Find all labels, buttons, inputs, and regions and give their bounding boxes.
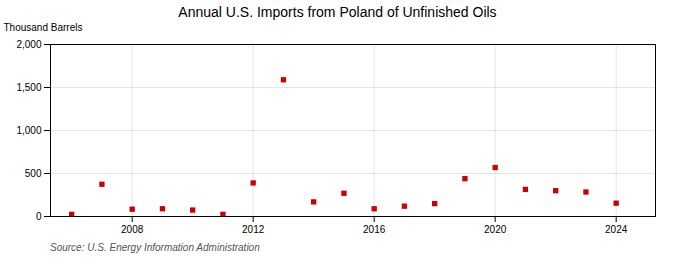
svg-text:1,000: 1,000: [16, 125, 41, 136]
svg-text:2016: 2016: [363, 224, 386, 235]
svg-text:0: 0: [36, 211, 42, 222]
svg-text:500: 500: [25, 168, 42, 179]
html-text:Annual U.S. Imports from Polan: Annual U.S. Imports from Poland of Unfin…: [178, 4, 497, 20]
svg-text:2,000: 2,000: [16, 39, 41, 50]
svg-text:2020: 2020: [484, 224, 507, 235]
svg-text:2012: 2012: [242, 224, 265, 235]
svg-text:Thousand Barrels: Thousand Barrels: [4, 22, 83, 33]
html-text:Source: U.S. Energy Informatio: Source: U.S. Energy Information Administ…: [50, 242, 260, 253]
svg-text:1,500: 1,500: [16, 82, 41, 93]
svg-text:2008: 2008: [121, 224, 144, 235]
svg-text:2024: 2024: [605, 224, 628, 235]
